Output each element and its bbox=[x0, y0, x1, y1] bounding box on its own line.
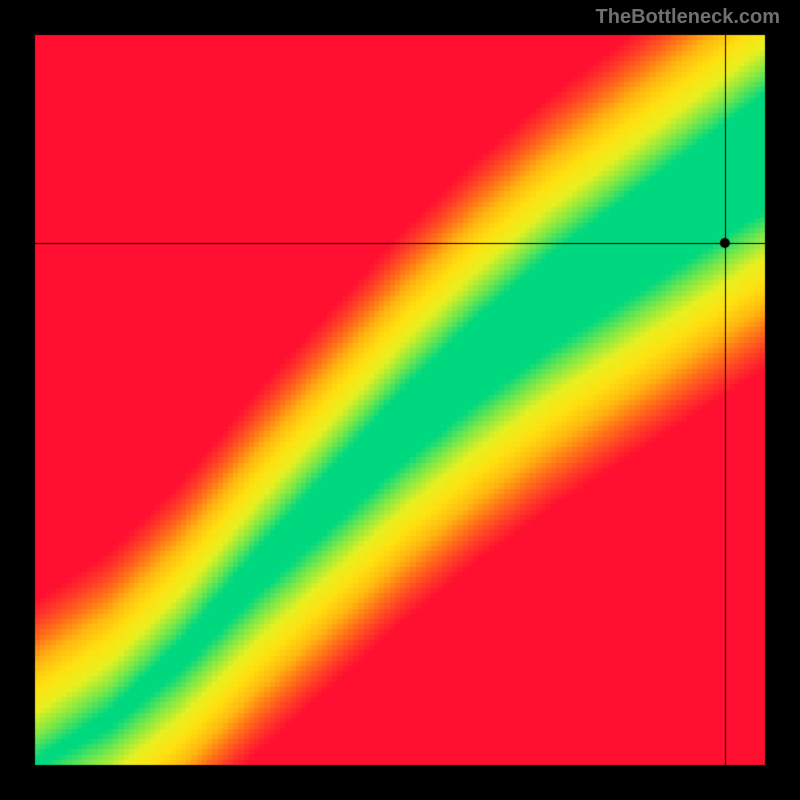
watermark-text: TheBottleneck.com bbox=[596, 6, 780, 29]
crosshair-overlay bbox=[0, 0, 800, 800]
chart-container: TheBottleneck.com bbox=[0, 0, 800, 800]
